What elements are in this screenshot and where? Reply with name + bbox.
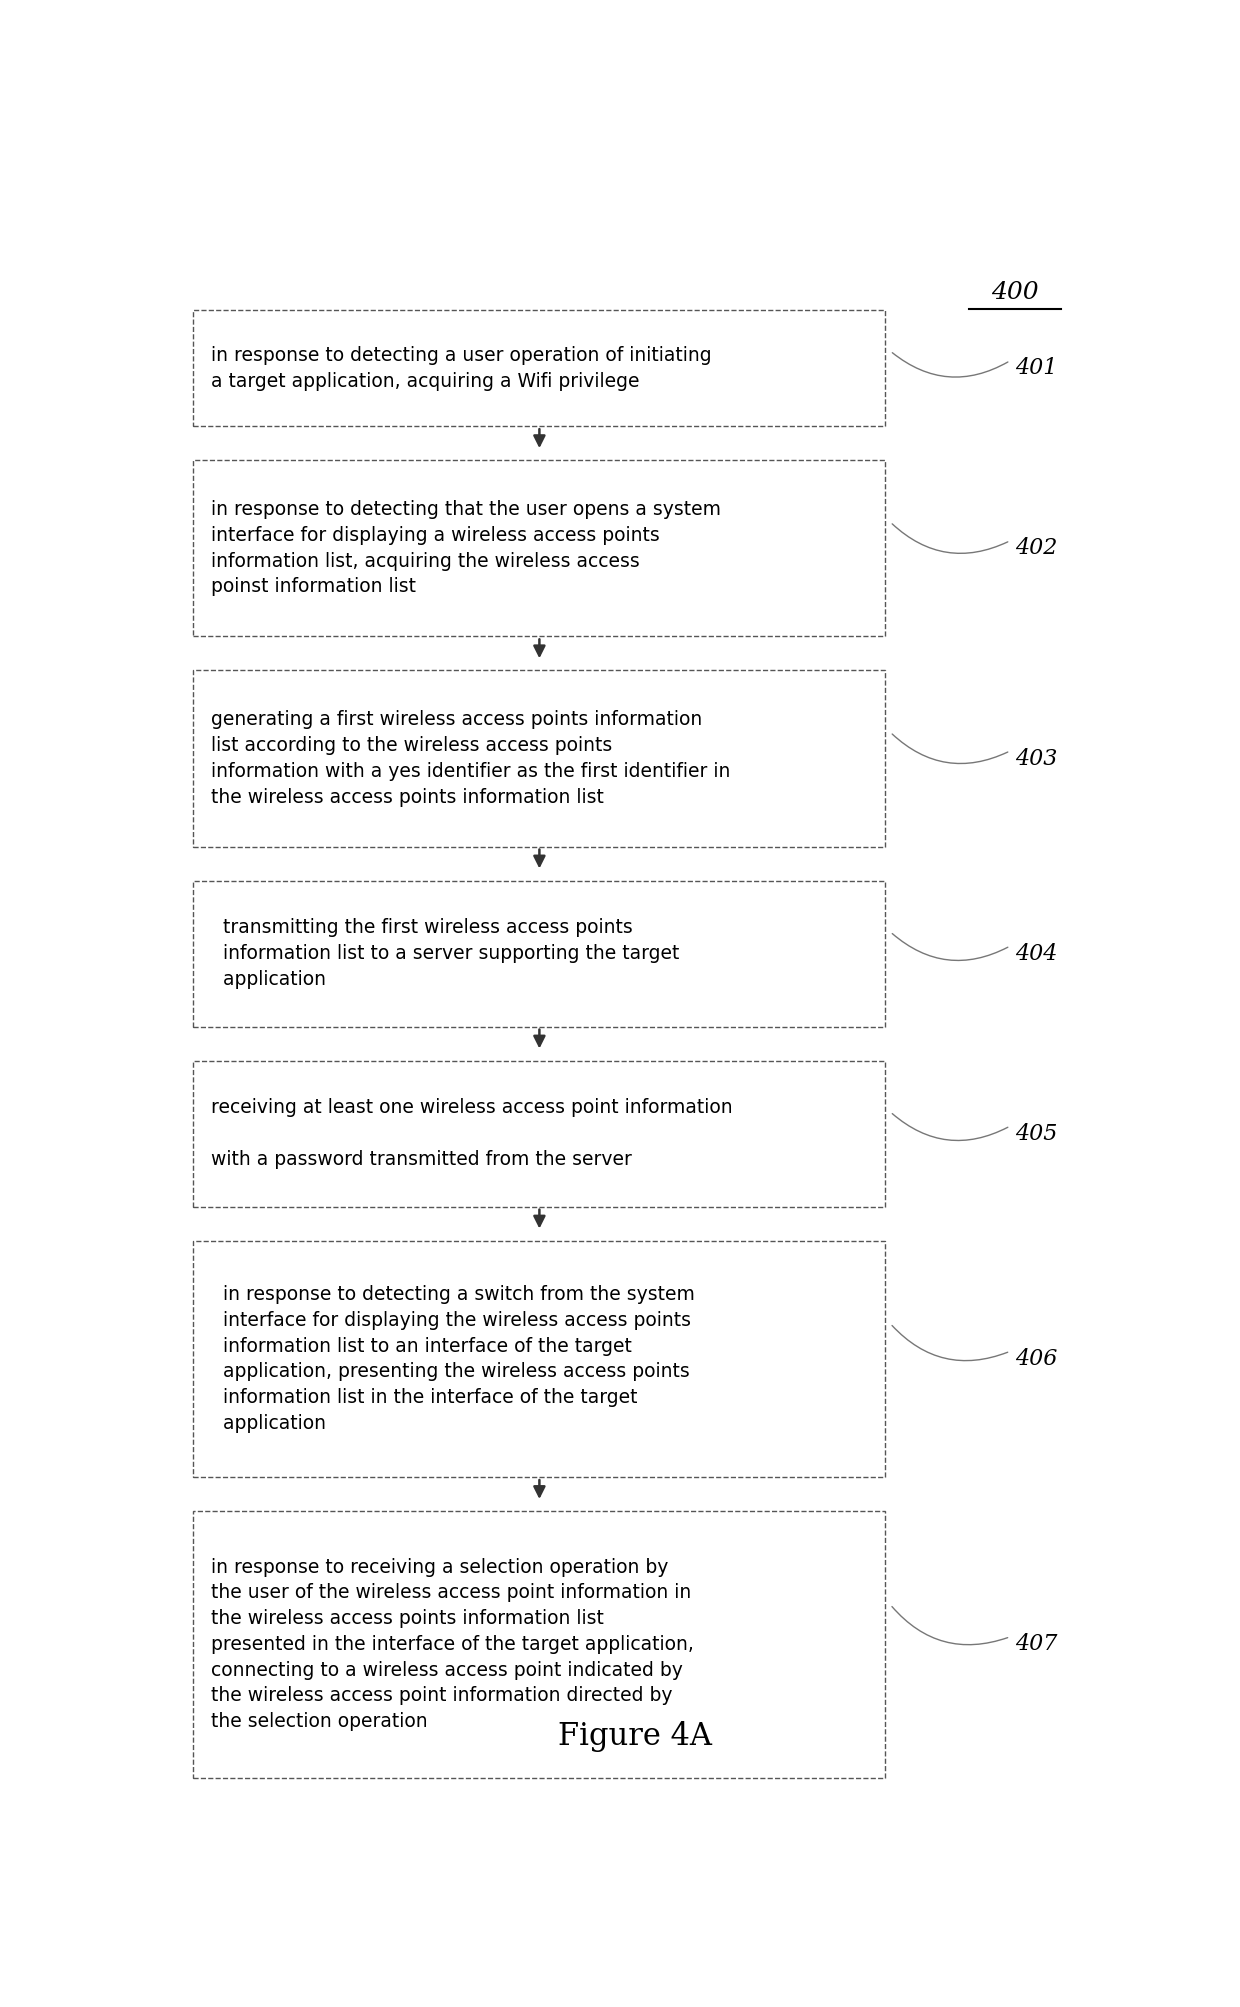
FancyBboxPatch shape <box>193 1060 885 1206</box>
FancyBboxPatch shape <box>193 881 885 1028</box>
Text: generating a first wireless access points information
list according to the wire: generating a first wireless access point… <box>211 710 730 807</box>
Text: receiving at least one wireless access point information

with a password transm: receiving at least one wireless access p… <box>211 1098 733 1168</box>
FancyBboxPatch shape <box>193 670 885 847</box>
Text: 400: 400 <box>991 281 1039 303</box>
Text: 401: 401 <box>1016 357 1058 379</box>
Text: 404: 404 <box>1016 943 1058 965</box>
Text: 407: 407 <box>1016 1634 1058 1656</box>
FancyBboxPatch shape <box>193 460 885 636</box>
Text: in response to detecting a user operation of initiating
a target application, ac: in response to detecting a user operatio… <box>211 345 712 391</box>
FancyBboxPatch shape <box>193 1240 885 1477</box>
Text: in response to receiving a selection operation by
the user of the wireless acces: in response to receiving a selection ope… <box>211 1557 693 1732</box>
Text: 406: 406 <box>1016 1349 1058 1371</box>
Text: transmitting the first wireless access points
  information list to a server sup: transmitting the first wireless access p… <box>211 919 680 989</box>
FancyBboxPatch shape <box>193 311 885 425</box>
Text: 405: 405 <box>1016 1122 1058 1144</box>
Text: in response to detecting that the user opens a system
interface for displaying a: in response to detecting that the user o… <box>211 500 720 596</box>
FancyBboxPatch shape <box>193 1511 885 1778</box>
Text: 403: 403 <box>1016 747 1058 769</box>
Text: Figure 4A: Figure 4A <box>558 1722 713 1752</box>
Text: in response to detecting a switch from the system
  interface for displaying the: in response to detecting a switch from t… <box>211 1284 694 1433</box>
Text: 402: 402 <box>1016 538 1058 560</box>
